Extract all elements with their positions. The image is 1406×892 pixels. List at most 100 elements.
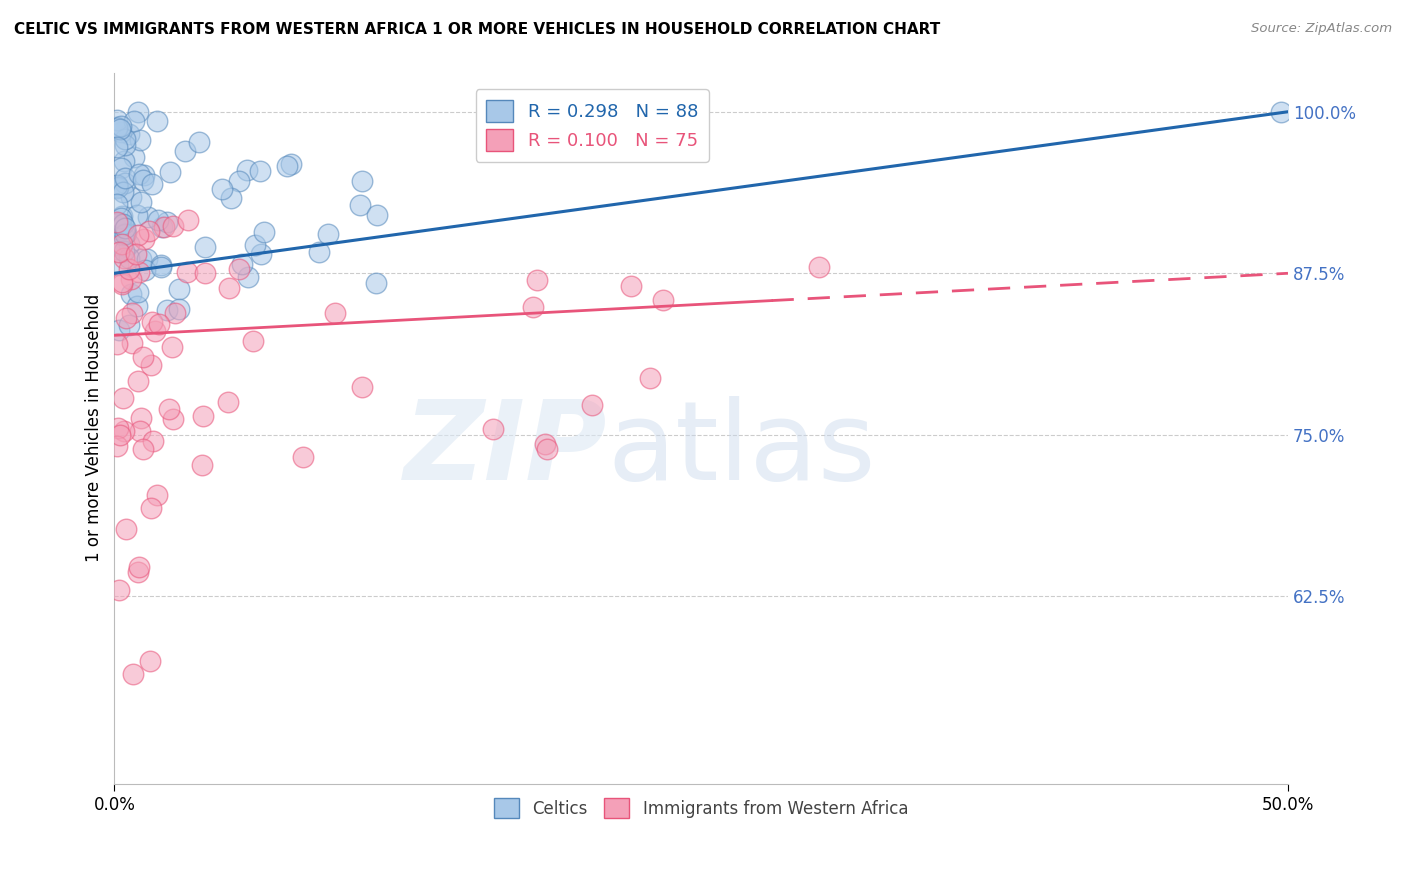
Point [349,198,371,212]
Point [638,371,661,385]
Point [141,358,163,372]
Point [114,227,136,241]
Point [145,488,167,502]
Point [128,167,150,181]
Point [807,260,830,274]
Point [366,208,388,222]
Point [134,232,156,246]
Point [156,303,179,318]
Point [105,439,128,453]
Point [191,458,214,472]
Point [111,209,134,223]
Point [120,271,142,285]
Point [112,425,135,439]
Point [162,219,184,233]
Point [150,258,173,272]
Point [194,240,217,254]
Point [651,293,673,308]
Text: ZIP: ZIP [404,396,607,503]
Point [111,218,134,232]
Point [111,275,134,289]
Point [114,171,136,186]
Point [111,228,134,243]
Point [127,374,149,388]
Point [108,121,131,136]
Point [219,191,242,205]
Point [107,258,129,272]
Point [105,243,128,257]
Point [280,157,302,171]
Point [120,287,142,301]
Point [145,114,167,128]
Point [105,178,128,193]
Point [138,211,160,225]
Point [145,324,167,338]
Point [291,450,314,464]
Point [118,318,141,332]
Point [249,164,271,178]
Point [108,427,131,442]
Point [110,125,132,139]
Point [125,299,148,313]
Point [114,221,136,235]
Point [127,285,149,300]
Y-axis label: 1 or more Vehicles in Household: 1 or more Vehicles in Household [86,294,103,563]
Text: CELTIC VS IMMIGRANTS FROM WESTERN AFRICA 1 OR MORE VEHICLES IN HOUSEHOLD CORRELA: CELTIC VS IMMIGRANTS FROM WESTERN AFRICA… [14,22,941,37]
Point [118,261,141,276]
Text: atlas: atlas [607,396,876,503]
Point [536,442,558,457]
Point [108,219,131,234]
Point [105,112,128,127]
Point [120,189,142,203]
Point [174,145,197,159]
Point [149,260,172,274]
Point [111,237,134,252]
Point [162,340,184,354]
Point [165,306,187,320]
Point [167,301,190,316]
Point [112,392,135,406]
Point [112,153,135,168]
Point [118,251,141,265]
Point [159,165,181,179]
Point [156,215,179,229]
Point [162,411,184,425]
Point [141,500,163,515]
Point [121,336,143,351]
Point [107,180,129,194]
Point [108,245,131,260]
Point [218,281,240,295]
Point [110,211,132,226]
Point [110,119,132,133]
Point [127,565,149,579]
Point [236,163,259,178]
Point [112,252,135,266]
Point [1270,104,1292,119]
Point [217,395,239,409]
Point [127,105,149,120]
Point [127,227,149,242]
Point [118,237,141,252]
Point [107,421,129,435]
Point [105,239,128,253]
Point [141,315,163,329]
Point [111,277,134,292]
Point [132,351,155,365]
Point [122,666,145,681]
Point [169,281,191,295]
Point [121,306,143,320]
Point [350,174,373,188]
Point [132,169,155,183]
Point [108,323,131,337]
Point [129,424,152,438]
Point [132,173,155,187]
Point [122,150,145,164]
Point [236,270,259,285]
Point [522,300,544,314]
Point [581,398,603,412]
Legend: Celtics, Immigrants from Western Africa: Celtics, Immigrants from Western Africa [488,791,915,825]
Point [620,279,643,293]
Point [157,401,180,416]
Point [131,411,153,425]
Point [191,409,214,423]
